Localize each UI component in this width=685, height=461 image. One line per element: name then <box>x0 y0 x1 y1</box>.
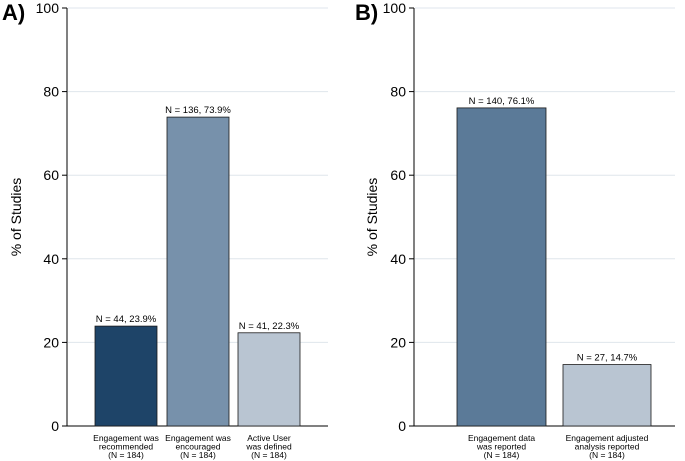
category-label-line: recommended <box>99 442 154 452</box>
chart-panel-2: 0 20 40 60 80 100 % of Studies B) N = 140, 76.1%… <box>355 0 675 460</box>
bar <box>94 325 158 427</box>
y-tick-label: 100 <box>36 0 60 16</box>
y-tick-label: 60 <box>390 167 406 183</box>
data-label: N = 136, 73.9% <box>165 105 231 116</box>
category-label-line: (N = 184) <box>589 450 625 460</box>
y-tick-label: 60 <box>43 167 59 183</box>
category-label-line: (N = 184) <box>251 450 287 460</box>
category-label: Active User was defined (N = 184) <box>245 433 292 460</box>
y-tick-label: 0 <box>398 418 406 434</box>
category-label-line: Engagement was <box>93 433 159 443</box>
bar <box>166 116 230 427</box>
y-tick-label: 80 <box>390 84 406 100</box>
category-label: Engagement was encouraged (N = 184) <box>165 433 231 460</box>
category-label-line: encouraged <box>176 442 221 452</box>
category-label-line: was reported <box>476 442 526 452</box>
category-label-line: Engagement was <box>165 433 231 443</box>
y-tick-label: 20 <box>43 334 59 350</box>
category-label-line: was defined <box>245 442 292 452</box>
category-label: Engagement adjusted analysis reported (N =… <box>566 433 649 460</box>
bar <box>237 332 301 427</box>
data-label: N = 140, 76.1% <box>469 96 535 107</box>
category-label-line: Active User <box>247 433 291 443</box>
data-label: N = 41, 22.3% <box>239 321 300 332</box>
y-tick-label: 80 <box>43 84 59 100</box>
category-label: Engagement was recommended (N = 184) <box>93 433 159 460</box>
y-tick-label: 100 <box>383 0 407 16</box>
y-tick-label: 40 <box>43 251 59 267</box>
y-axis-title: % of Studies <box>8 178 24 257</box>
category-label: Engagement data was reported (N = 184) <box>468 433 535 460</box>
bar <box>562 364 652 427</box>
category-label-line: (N = 184) <box>108 450 144 460</box>
category-label-line: Engagement data <box>468 433 535 443</box>
category-label-line: analysis reported <box>575 442 640 452</box>
category-label-line: (N = 184) <box>180 450 216 460</box>
y-tick-label: 0 <box>51 418 59 434</box>
panel-label: A) <box>2 0 25 25</box>
bar <box>456 107 547 427</box>
y-axis-title: % of Studies <box>364 178 380 257</box>
category-label-line: (N = 184) <box>484 450 520 460</box>
chart-panel-1: 0 20 40 60 80 100 % of Studies A) N = 44, 23.9% E… <box>2 0 328 460</box>
data-label: N = 27, 14.7% <box>577 353 638 364</box>
category-label-line: Engagement adjusted <box>566 433 649 443</box>
y-tick-label: 40 <box>390 251 406 267</box>
y-tick-label: 20 <box>390 334 406 350</box>
panel-label: B) <box>355 0 378 25</box>
data-label: N = 44, 23.9% <box>96 314 157 325</box>
